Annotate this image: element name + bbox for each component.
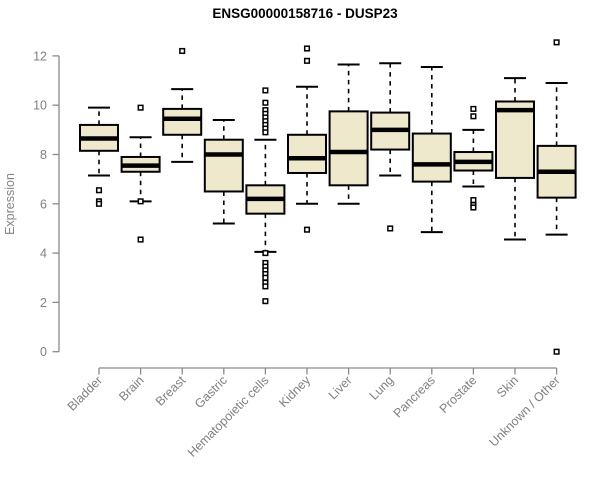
outlier-point xyxy=(137,104,144,111)
x-tick-label: Kidney xyxy=(276,373,313,410)
y-tick-label: 0 xyxy=(40,345,47,359)
y-tick-label: 10 xyxy=(33,99,47,113)
outlier-point xyxy=(262,298,269,305)
outlier-point xyxy=(95,200,103,207)
y-tick-label: 2 xyxy=(40,296,47,310)
outlier-point xyxy=(470,105,477,112)
outlier-point xyxy=(470,197,477,204)
box-iqr xyxy=(411,132,452,183)
outlier-point xyxy=(553,348,560,355)
outlier-point xyxy=(262,283,269,290)
outlier-point xyxy=(179,47,186,55)
outlier-point xyxy=(137,236,144,243)
outlier-point xyxy=(303,57,311,64)
y-tick-label: 4 xyxy=(40,247,47,261)
y-axis-title: Expression xyxy=(3,173,17,235)
box-iqr xyxy=(162,107,203,136)
outlier-point xyxy=(470,113,477,120)
outlier-point xyxy=(553,39,560,46)
x-tick-label: Prostate xyxy=(437,373,480,416)
box-iqr xyxy=(203,138,244,193)
x-tick-label: Liver xyxy=(326,373,355,402)
x-tick-label: Unknown / Other xyxy=(486,373,562,449)
x-tick-label: Lung xyxy=(367,373,397,403)
y-tick-label: 12 xyxy=(33,49,47,63)
outlier-point xyxy=(262,87,269,94)
outlier-point xyxy=(262,129,269,136)
outlier-point xyxy=(387,225,394,232)
y-tick-label: 6 xyxy=(40,197,47,211)
x-tick-label: Gastric xyxy=(192,373,230,411)
chart-title: ENSG00000158716 - DUSP23 xyxy=(212,6,398,21)
y-tick-label: 8 xyxy=(40,148,47,162)
outlier-point xyxy=(470,204,477,211)
outlier-point xyxy=(262,274,269,281)
outlier-point xyxy=(262,99,269,106)
outlier-point xyxy=(95,187,103,194)
outlier-point xyxy=(137,198,144,205)
box-iqr xyxy=(328,110,369,187)
x-tick-label: Brain xyxy=(116,373,147,404)
outlier-point xyxy=(303,226,311,233)
outlier-point xyxy=(303,45,311,52)
outlier-point xyxy=(262,250,269,257)
x-tick-label: Skin xyxy=(494,373,521,400)
x-tick-label: Bladder xyxy=(65,373,105,413)
x-tick-label: Breast xyxy=(153,373,189,409)
box-iqr xyxy=(287,133,327,174)
x-tick-label: Hematopoietic cells xyxy=(185,373,272,460)
x-tick-label: Pancreas xyxy=(391,373,438,420)
plot-area: 0 2 4 6 8 10 12 Bladder Brain Breast GastricHemato… xyxy=(33,39,577,460)
box-iqr xyxy=(495,100,535,179)
